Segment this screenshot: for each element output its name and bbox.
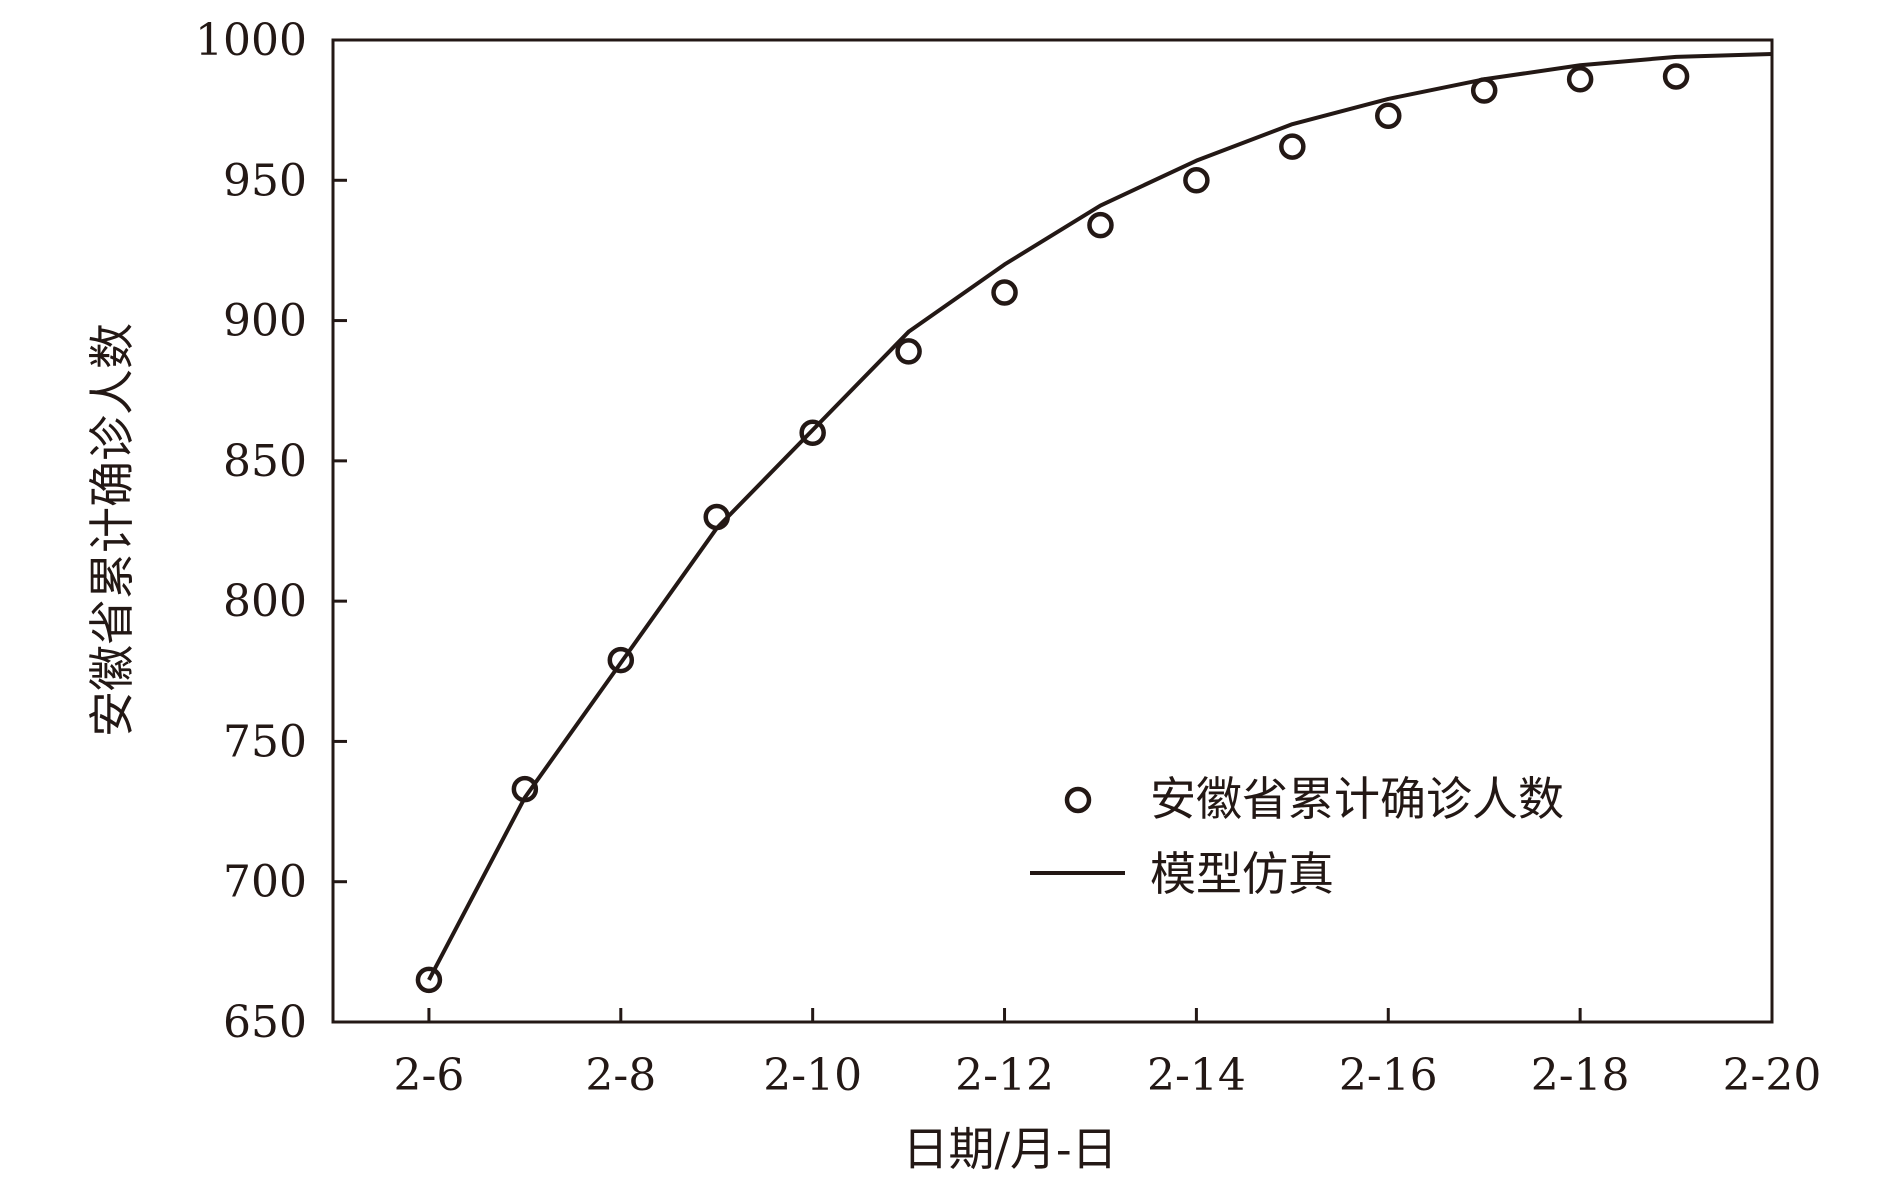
data-point — [991, 279, 1018, 306]
y-tick-label: 1000 — [195, 15, 307, 66]
x-tick-label: 2-10 — [763, 1050, 862, 1101]
x-tick-label: 2-16 — [1339, 1050, 1438, 1101]
data-point — [1279, 133, 1306, 160]
x-tick-label: 2-8 — [585, 1050, 656, 1101]
data-point — [1375, 102, 1402, 130]
legend: 安徽省累计确诊人数 模型仿真 — [1030, 772, 1564, 901]
legend-marker-scatter — [1064, 786, 1092, 814]
data-point — [511, 775, 539, 803]
data-point — [607, 646, 635, 674]
x-tick-label: 2-18 — [1531, 1050, 1630, 1101]
data-point — [1470, 77, 1498, 104]
data-point — [799, 419, 826, 447]
data-point — [895, 338, 922, 365]
legend-label-line: 模型仿真 — [1150, 847, 1334, 901]
y-tick-label: 900 — [223, 296, 307, 347]
model-simulation-line — [427, 52, 1773, 981]
y-tick-label: 850 — [223, 436, 307, 487]
y-tick-label: 950 — [223, 155, 307, 206]
y-tick-label: 650 — [223, 997, 307, 1048]
y-tick-label: 750 — [223, 716, 307, 767]
x-tick-label: 2-14 — [1147, 1050, 1246, 1101]
x-axis: 2-6 2-8 2-10 2-12 2-14 2-16 2-18 2-20 — [394, 1008, 1822, 1101]
data-point — [1183, 167, 1210, 194]
x-tick-label: 2-6 — [394, 1050, 465, 1101]
x-tick-label: 2-20 — [1723, 1050, 1822, 1101]
data-point — [1662, 63, 1690, 90]
y-tick-label: 800 — [223, 576, 307, 627]
x-tick-label: 2-12 — [955, 1050, 1054, 1101]
plot-frame-rect — [331, 38, 1774, 1024]
y-tick-label: 700 — [223, 857, 307, 908]
data-point — [1566, 66, 1594, 93]
data-point — [703, 503, 730, 531]
series-model-simulation — [427, 52, 1773, 981]
data-point — [415, 966, 443, 994]
legend-label-scatter: 安徽省累计确诊人数 — [1150, 772, 1564, 826]
y-axis-title: 安徽省累计确诊人数 — [85, 323, 139, 737]
series-anhui-cumulative-confirmed — [415, 63, 1690, 994]
x-axis-title: 日期/月-日 — [902, 1122, 1117, 1176]
y-axis: 650 700 750 800 850 900 950 1000 — [195, 15, 347, 1048]
data-point — [1087, 211, 1114, 239]
plot-frame — [331, 38, 1774, 1024]
